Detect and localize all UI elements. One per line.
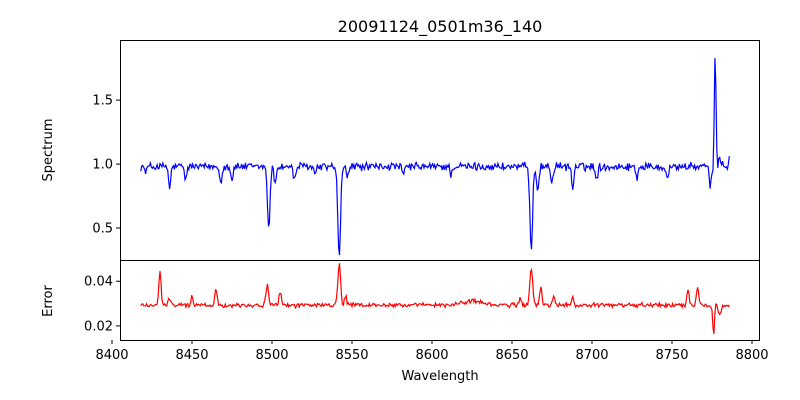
x-tick-label: 8450 <box>175 348 208 363</box>
error-frame <box>120 260 760 341</box>
x-tick-label: 8400 <box>95 348 128 363</box>
error-y-tick-label: 0.04 <box>84 275 113 290</box>
spectrum-y-axis-label: Spectrum <box>41 119 56 182</box>
error-panel: 0.02 0.04 Error <box>41 260 760 341</box>
x-axis: 8400 8450 8500 8550 8600 8650 8700 8750 8800 <box>95 340 769 363</box>
spectrum-series-line <box>140 58 730 256</box>
spectrum-y-tick-label: 0.5 <box>92 222 113 237</box>
x-tick-label: 8550 <box>335 348 368 363</box>
error-y-tick-label: 0.02 <box>84 319 113 334</box>
x-tick-label: 8650 <box>495 348 528 363</box>
error-series-line <box>140 263 730 334</box>
spectrum-plot-area <box>120 40 760 260</box>
spectrum-y-axis: 0.5 1.0 1.5 <box>92 94 120 237</box>
spectrum-y-tick-label: 1.5 <box>92 94 113 109</box>
chart-title: 20091124_0501m36_140 <box>338 17 543 37</box>
spectrum-y-tick-label: 1.0 <box>92 158 113 173</box>
error-y-axis-label: Error <box>41 285 56 317</box>
x-tick-label: 8500 <box>255 348 288 363</box>
x-tick-label: 8700 <box>575 348 608 363</box>
x-tick-label: 8750 <box>655 348 688 363</box>
x-axis-label: Wavelength <box>401 369 478 384</box>
error-y-axis: 0.02 0.04 <box>84 275 120 334</box>
spectrum-panel: 0.5 1.0 1.5 Spectrum <box>41 40 760 261</box>
x-tick-label: 8600 <box>415 348 448 363</box>
x-tick-label: 8800 <box>735 348 768 363</box>
